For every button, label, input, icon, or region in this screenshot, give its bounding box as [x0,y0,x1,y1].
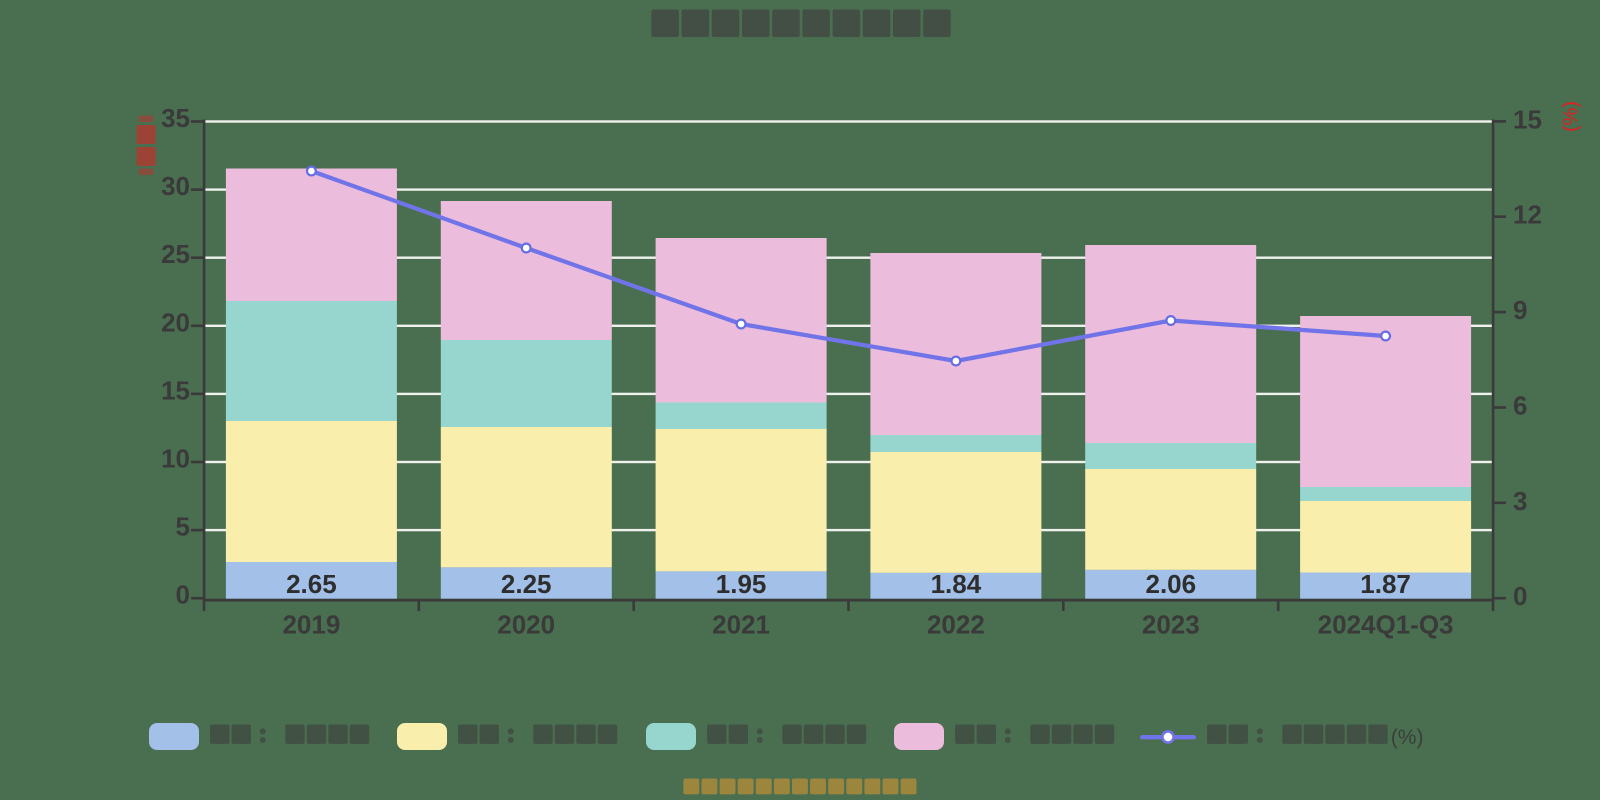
svg-text:20: 20 [161,307,190,337]
svg-text:3: 3 [1513,486,1527,516]
svg-text:9: 9 [1513,295,1527,325]
svg-text:10: 10 [161,444,190,474]
svg-text:2.65: 2.65 [286,569,337,599]
svg-text:1.95: 1.95 [716,569,767,599]
svg-text:12: 12 [1513,200,1542,230]
svg-text:1.84: 1.84 [931,569,982,599]
svg-text:(%): (%) [1560,101,1582,132]
svg-text:2.06: 2.06 [1145,569,1196,599]
svg-text:1.87: 1.87 [1360,569,1411,599]
svg-text:5: 5 [176,512,190,542]
svg-text:(%): (%) [1391,726,1424,749]
svg-text:2024Q1-Q3: 2024Q1-Q3 [1318,610,1454,640]
svg-text:6: 6 [1513,391,1527,421]
svg-text:2022: 2022 [927,610,985,640]
svg-text:15: 15 [161,375,190,405]
svg-text:2019: 2019 [282,610,340,640]
svg-text:25: 25 [161,239,190,269]
svg-text:15: 15 [1513,104,1542,134]
svg-text:35: 35 [161,103,190,133]
svg-text:2021: 2021 [712,610,770,640]
svg-text:2020: 2020 [497,610,555,640]
svg-text:30: 30 [161,171,190,201]
svg-text:2.25: 2.25 [501,569,552,599]
svg-text:0: 0 [176,580,190,610]
svg-text:0: 0 [1513,581,1527,611]
svg-text:2023: 2023 [1142,610,1200,640]
